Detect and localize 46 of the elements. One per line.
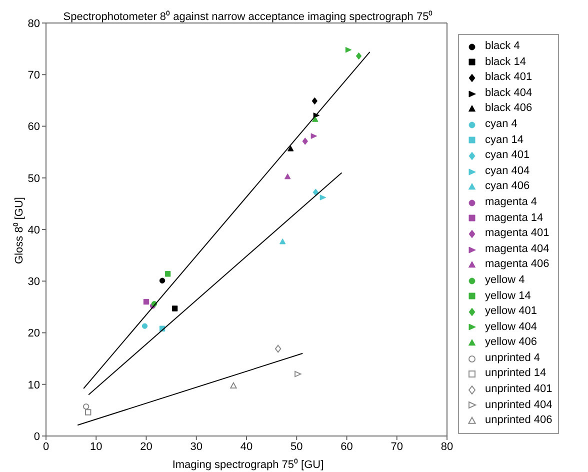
legend-label: yellow 406 [485, 335, 537, 350]
legend-label: cyan 14 [485, 132, 524, 148]
legend-label: yellow 404 [485, 320, 537, 335]
y-tick-label: 0 [34, 430, 40, 443]
legend-label: cyan 406 [485, 179, 530, 194]
legend-label: black 404 [485, 86, 532, 101]
legend-label: magenta 14 [485, 210, 544, 226]
legend-label: yellow 14 [485, 288, 531, 304]
y-tick-label: 30 [28, 276, 40, 288]
legend-label: unprinted 404 [485, 398, 552, 413]
x-tick-label: 20 [140, 440, 152, 453]
legend-label: cyan 4 [485, 116, 518, 132]
legend-label: black 401 [485, 70, 532, 86]
legend-label: magenta 4 [485, 194, 537, 210]
x-tick-label: 60 [340, 440, 353, 453]
x-tick-label: 30 [190, 440, 202, 453]
x-tick-label: 80 [440, 440, 454, 453]
y-tick-label: 80 [28, 18, 40, 30]
legend-label: magenta 406 [485, 257, 550, 272]
legend-label: unprinted 14 [485, 366, 546, 382]
legend-label: cyan 404 [485, 164, 530, 179]
x-axis-title: Imaging spectrograph 75⁰ [GU] [171, 458, 325, 471]
x-tick-label: 0 [42, 440, 50, 453]
x-tick-label: 10 [90, 440, 102, 453]
y-tick-label: 10 [28, 379, 40, 392]
x-tick-label: 70 [390, 440, 403, 453]
x-tick-label: 50 [290, 440, 303, 453]
legend-label: yellow 401 [485, 304, 537, 320]
legend-label: cyan 401 [485, 148, 530, 164]
chart-title: Spectrophotometer 8⁰ against narrow acceptance imaging spectrograph 75⁰ [62, 10, 434, 23]
legend-label: magenta 404 [485, 242, 550, 257]
legend-label: black 4 [485, 39, 520, 54]
legend-label: unprinted 4 [485, 350, 540, 366]
legend-label: black 14 [485, 54, 526, 70]
y-axis-title: Gloss 8⁰ [GU] [12, 196, 26, 266]
y-tick-label: 40 [28, 224, 40, 236]
legend-label: unprinted 406 [485, 413, 552, 428]
legend-label: magenta 401 [485, 226, 550, 242]
y-tick-label: 60 [28, 121, 40, 134]
legend-label: yellow 4 [485, 272, 525, 288]
y-tick-label: 70 [28, 70, 40, 82]
legend-label: unprinted 401 [485, 382, 552, 398]
y-tick-label: 20 [28, 328, 40, 340]
x-tick-label: 40 [240, 440, 253, 453]
y-tick-label: 50 [28, 172, 40, 185]
legend-label: black 406 [485, 101, 532, 116]
